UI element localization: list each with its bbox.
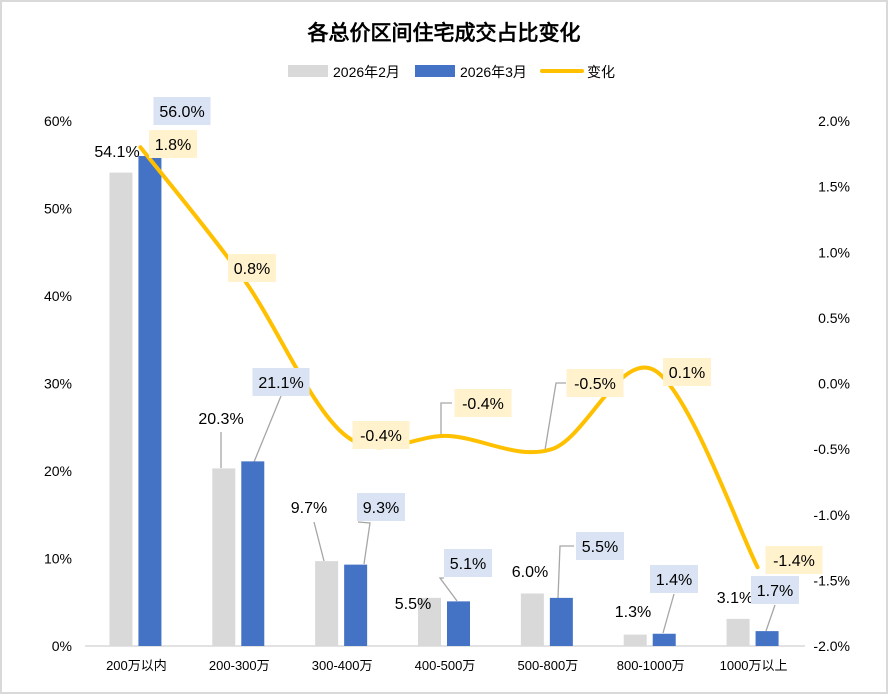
data-label-change: 0.1% [669,365,705,382]
right-axis-tick-label: -2.0% [813,638,850,654]
bar-mar [549,597,573,646]
right-axis-tick-label: 0.5% [818,310,850,326]
left-axis-tick-label: 40% [44,288,72,304]
data-label-change: -0.4% [360,428,402,445]
data-label-mar-box [576,532,624,560]
chart-title: 各总价区间住宅成交占比变化 [307,21,581,45]
bar-feb [109,172,133,646]
data-label-feb: 3.1% [717,590,753,607]
x-axis-tick-label: 500-800万 [517,658,578,673]
left-axis-tick-label: 50% [44,201,72,217]
x-axis-tick-label: 1000万以上 [720,658,788,673]
data-label-change: 0.8% [234,261,270,278]
x-axis-tick-label: 200万以内 [106,658,167,673]
legend-label-mar: 2026年3月 [460,64,527,80]
leader-line [357,521,371,565]
data-label-mar: 21.1% [258,375,303,392]
bar-feb [726,618,750,646]
data-label-feb: 5.5% [395,596,431,613]
bar-mar [344,564,368,646]
right-axis-tick-label: -1.5% [813,572,850,588]
left-axis-tick-label: 30% [44,376,72,392]
right-axis-tick-label: 2.0% [818,113,850,129]
data-label-mar-box [153,97,211,125]
data-label-mar: 5.5% [582,539,618,556]
data-label-mar: 5.1% [450,556,486,573]
data-label-change-box [765,546,823,574]
leader-line [438,577,458,602]
legend-swatch-mar [415,65,455,77]
leader-line [253,395,282,463]
leader-line [765,604,776,632]
leader-line [313,521,325,562]
leader-line [557,545,574,599]
bar-mar [652,633,676,646]
data-label-mar-box [650,565,698,593]
data-label-feb: 9.7% [291,500,327,517]
data-label-mar-box [252,368,310,396]
left-axis-tick-label: 20% [44,463,72,479]
bar-feb [418,597,441,646]
right-axis-tick-label: 1.0% [818,244,850,260]
x-axis-tick-label: 400-500万 [415,658,476,673]
leader-line [662,593,675,634]
x-axis-tick-label: 200-300万 [209,658,270,673]
data-label-mar-box [357,493,405,521]
bar-feb [520,593,544,646]
data-label-change-box [149,130,197,158]
legend-swatch-feb [288,65,328,77]
data-label-change-box [228,254,276,282]
left-axis-tick-label: 60% [44,113,72,129]
data-label-feb: 54.1% [94,144,139,161]
bar-mar [755,631,779,646]
right-axis-tick-label: -0.5% [813,441,850,457]
data-label-change-box [454,389,512,417]
bar-mar [138,156,162,646]
data-label-feb: 6.0% [512,564,548,581]
leader-line [440,402,452,438]
left-axis-tick-label: 10% [44,551,72,567]
data-label-change-box [663,358,711,386]
data-label-mar: 1.4% [656,572,692,589]
data-label-mar-box [751,576,799,604]
data-label-change: 1.8% [155,137,191,154]
bar-feb [212,468,236,646]
data-label-change-box [352,421,410,449]
data-label-change: -0.5% [574,376,616,393]
data-label-change: -1.4% [773,553,815,570]
bar-mar [447,601,470,646]
legend: 2026年2月 2026年3月 变化 [288,64,615,80]
data-label-feb: 1.3% [615,604,651,621]
leader-line [544,382,566,451]
right-axis-tick-label: 1.5% [818,179,850,195]
bar-feb [623,634,647,646]
data-label-change: -0.4% [462,396,504,413]
right-axis-tick-label: -1.0% [813,507,850,523]
bar-feb [315,561,339,646]
data-label-change-box [566,369,624,397]
data-label-mar: 1.7% [757,583,793,600]
data-label-mar-box [444,549,492,577]
x-axis-tick-label: 300-400万 [312,658,373,673]
legend-label-change: 变化 [587,64,615,80]
data-label-mar: 56.0% [159,104,204,121]
data-label-feb: 20.3% [198,411,243,428]
legend-label-feb: 2026年2月 [333,64,400,80]
x-axis-tick-label: 800-1000万 [617,658,685,673]
left-axis-tick-label: 0% [52,638,72,654]
data-label-mar: 9.3% [363,500,399,517]
right-axis-tick-label: 0.0% [818,376,850,392]
bar-mar [241,461,265,646]
